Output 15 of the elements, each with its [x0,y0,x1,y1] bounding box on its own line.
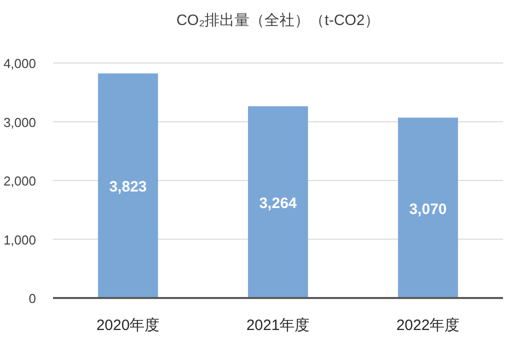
y-tick-label: 3,000 [3,114,36,130]
y-tick-label: 1,000 [3,232,36,248]
data-label: 3,823 [109,178,147,196]
y-tick-label: 2,000 [3,174,36,188]
x-tick-label: 2021年度 [246,317,310,334]
y-tick-label: 4,000 [3,56,36,71]
x-tick-label: 2020年度 [96,317,160,334]
data-label: 3,070 [409,200,447,218]
data-label: 3,264 [259,195,298,212]
bar [248,106,308,298]
chart-title: CO₂排出量（全社）（t-CO2） [176,12,380,29]
y-tick-label: 0 [28,291,36,306]
x-tick-label: 2022年度 [396,317,460,334]
bar [398,118,458,298]
bar [98,73,158,298]
